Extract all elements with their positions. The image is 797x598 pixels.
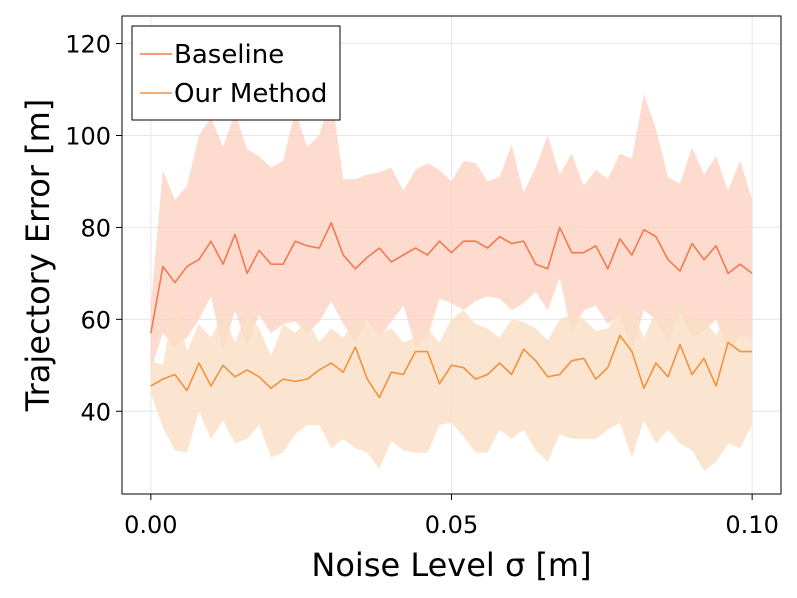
- legend-label-our-method: Our Method: [174, 79, 327, 109]
- legend-label-baseline: Baseline: [174, 40, 284, 70]
- line-our-method: [150, 334, 753, 399]
- x-tick-label: 0.00: [124, 511, 177, 539]
- y-tick-label: 80: [80, 214, 111, 242]
- legend-box: [131, 25, 341, 121]
- y-tick-label: 120: [65, 31, 111, 59]
- y-tick-label: 40: [80, 398, 111, 426]
- band-baseline: [150, 94, 753, 370]
- y-tick-label: 60: [80, 306, 111, 334]
- legend: Baseline Our Method: [131, 25, 341, 121]
- axis-ticks: 40 60 80 100 120 0.00 0.05 0.10: [65, 31, 779, 539]
- series-lines: [150, 222, 753, 399]
- line-baseline: [150, 222, 753, 334]
- x-tick-label: 0.05: [425, 511, 478, 539]
- x-tick-label: 0.10: [725, 511, 778, 539]
- y-tick-label: 100: [65, 123, 111, 151]
- x-axis-label: Noise Level σ [m]: [311, 546, 591, 584]
- y-axis-label: Trajectory Error [m]: [19, 99, 57, 412]
- error-bands: [150, 94, 753, 472]
- band-our-method: [150, 296, 753, 472]
